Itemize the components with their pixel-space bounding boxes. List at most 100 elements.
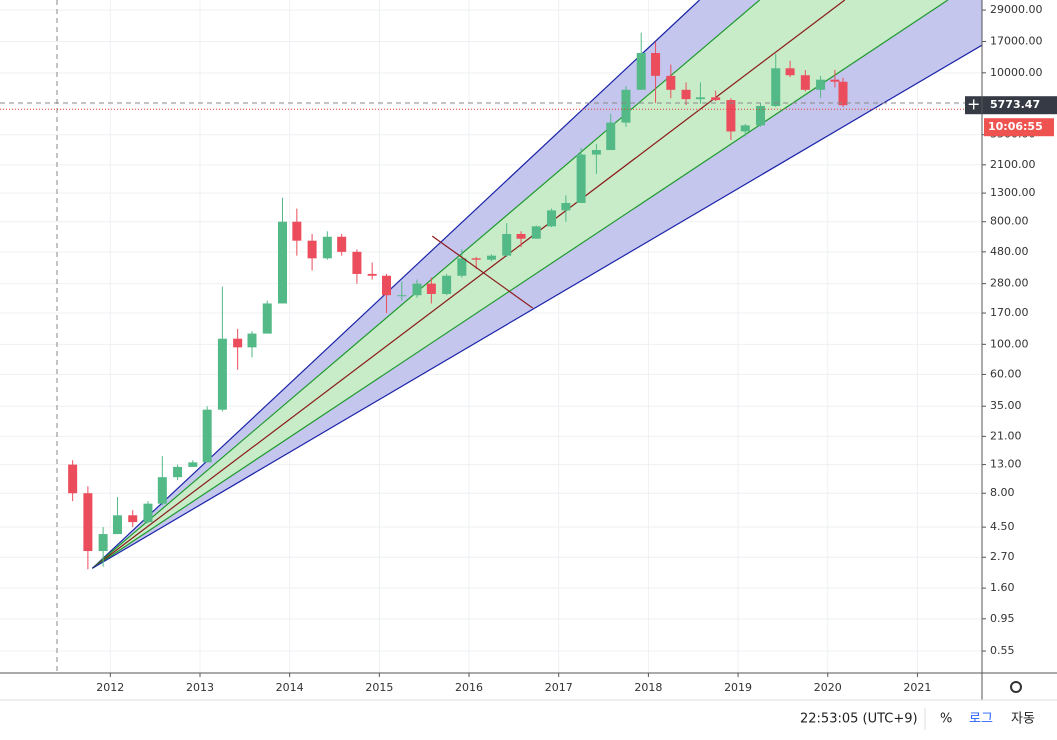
countdown-box [984,118,1054,137]
candle-body [307,240,317,259]
candle-body [502,233,512,256]
clock: 22:53:05 (UTC+9) [800,712,918,727]
candle-body [785,68,795,76]
candle-body [695,97,705,100]
x-tick-label: 2012 [96,681,124,694]
candle-body [188,462,198,467]
y-tick-label: 4.50 [990,520,1015,533]
crosshair-label-box [965,96,1057,115]
candle-body [771,68,781,106]
candle-body [112,515,122,535]
y-tick-label: 1.60 [990,581,1015,594]
candle-body [547,210,557,227]
candle-body [322,236,332,259]
candle-body [816,79,826,90]
crosshair-plus: + [967,95,980,114]
y-tick-label: 8.00 [990,486,1015,499]
x-tick-label: 2018 [634,681,662,694]
fan-cross-line [431,235,534,309]
candle-body [457,258,467,276]
fan-outer-band [92,0,982,569]
percent-toggle[interactable]: % [940,712,952,727]
y-tick-label: 480.00 [990,245,1029,258]
candle-body [471,258,481,260]
y-tick-label: 100.00 [990,337,1029,350]
candle-body [800,75,810,90]
candle-body [173,466,183,478]
candle-body [277,221,287,304]
candle-body [726,100,736,132]
x-tick-label: 2013 [186,681,214,694]
candle-body [262,303,272,334]
candle-body [397,295,407,297]
candle-body [755,105,765,126]
candle-body [233,338,243,348]
y-tick-label: 1300.00 [990,186,1036,199]
candle-body [636,52,646,90]
candle-body [516,233,526,239]
y-tick-label: 0.55 [990,644,1015,657]
fan-ray [92,44,982,569]
fan-ray [91,0,760,569]
x-tick-label: 2020 [814,681,842,694]
candle-body [651,52,661,76]
candle-body [202,409,212,463]
candle-body [217,338,227,410]
candle-body [98,534,108,552]
candle-body [666,75,676,90]
candle-body [486,255,496,260]
candle-body [412,283,422,296]
y-tick-label: 13.00 [990,458,1022,471]
y-tick-label: 2.70 [990,550,1015,563]
candle-body [128,515,138,523]
candle-body [337,236,347,252]
candle-body [292,221,302,241]
candle-body [711,97,721,101]
candle-body [426,283,436,294]
candle-body [382,275,392,296]
y-tick-label: 17000.00 [990,35,1043,48]
candle-body [352,251,362,274]
y-tick-label: 29000.00 [990,3,1043,16]
candle-body [561,202,571,211]
candle-body [830,79,840,82]
candle-body [143,503,153,523]
status-bar: 22:53:05 (UTC+9) % 로그 자동 [0,699,1057,730]
x-tick-label: 2021 [903,681,931,694]
y-tick-label: 60.00 [990,367,1022,380]
candle-body [606,122,616,151]
y-tick-label: 170.00 [990,306,1029,319]
fan-ray [92,0,846,569]
crosshair-price-label: 5773.47 [990,98,1040,111]
x-tick-label: 2014 [276,681,304,694]
settings-icon[interactable] [1010,681,1022,693]
candle-body [740,125,750,132]
candle-body [247,333,257,348]
candle-body [576,154,586,203]
candle-body [68,464,78,494]
x-tick-label: 2019 [724,681,752,694]
x-tick-label: 2017 [545,681,573,694]
fan-ray [92,0,949,569]
auto-toggle[interactable]: 자동 [1011,712,1035,727]
gear[interactable] [1010,681,1022,693]
y-tick-label: 35.00 [990,399,1022,412]
x-tick-label: 2015 [365,681,393,694]
y-tick-label: 0.95 [990,612,1015,625]
candle-body [442,275,452,294]
candle-body [367,273,377,276]
candle-body [157,477,167,504]
x-tick-label: 2016 [455,681,483,694]
y-tick-label: 10000.00 [990,66,1043,79]
fan-ray [91,0,700,569]
candle-body [838,81,848,106]
candle-body [531,226,541,239]
candle-body [621,89,631,123]
log-toggle[interactable]: 로그 [969,712,993,727]
y-tick-label: 800.00 [990,215,1029,228]
candle-body [83,493,93,552]
y-tick-label: 280.00 [990,277,1029,290]
candle-body [591,150,601,155]
